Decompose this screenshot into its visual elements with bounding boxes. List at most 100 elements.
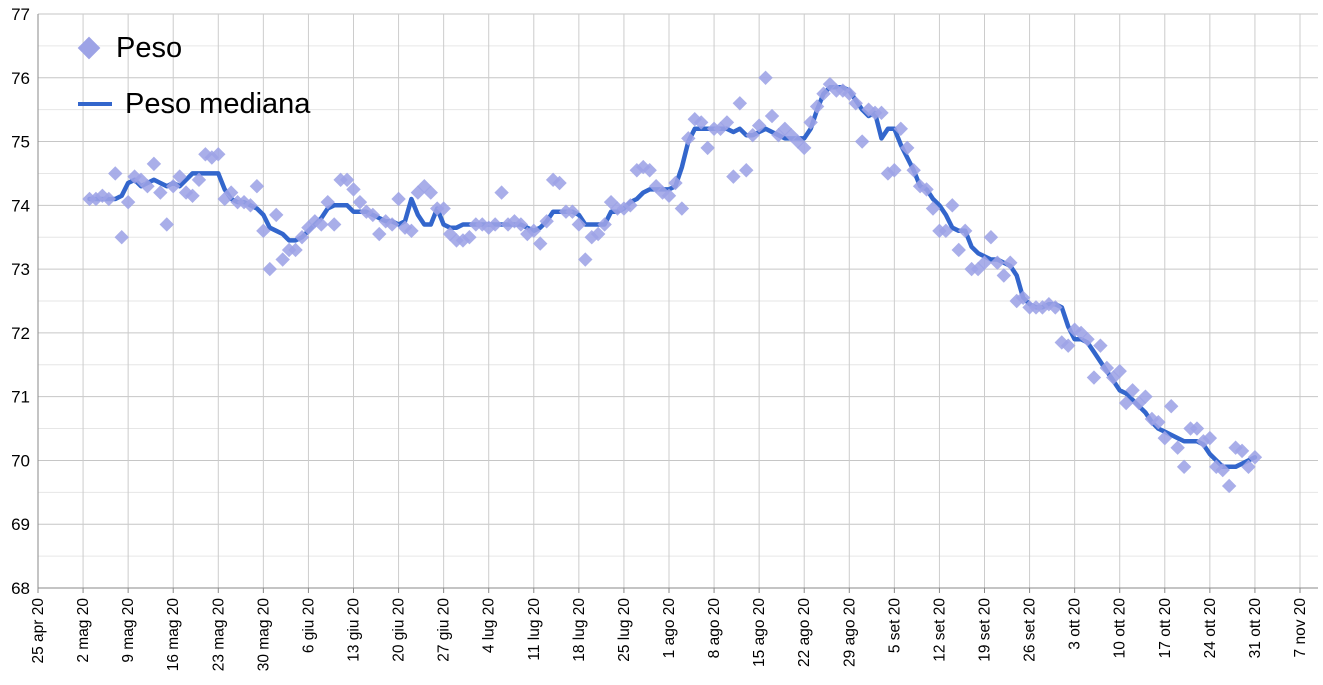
y-axis-tick-labels: 68 69 70 71 72 73 74 75 76 77 [11, 5, 30, 598]
scatter-point [636, 159, 651, 175]
scatter-point [642, 163, 657, 178]
scatter-point [120, 194, 136, 210]
scatter-point [95, 188, 110, 203]
scatter-point [526, 223, 541, 239]
scatter-point [732, 96, 748, 111]
scatter-point [1151, 414, 1166, 430]
scatter-point [854, 134, 870, 149]
scatter-point [1015, 290, 1031, 306]
x-tick-label: 3 ott 20 [1067, 598, 1084, 650]
y-tick-label: 77 [11, 5, 30, 24]
scatter-point [1176, 459, 1192, 475]
y-tick-label: 69 [11, 515, 30, 534]
scatter-point [1221, 478, 1237, 494]
scatter-point [339, 172, 355, 188]
scatter-point [803, 115, 818, 130]
scatter-point [391, 191, 406, 207]
scatter-point [223, 185, 239, 200]
scatter-point [900, 140, 915, 156]
scatter-point [1048, 300, 1063, 315]
chart-legend: Peso Peso mediana [77, 26, 310, 138]
x-tick-label: 19 set 20 [977, 598, 994, 662]
y-tick-label: 74 [11, 196, 30, 215]
scatter-point [487, 217, 503, 232]
scatter-point [874, 105, 889, 121]
scatter-point [957, 223, 973, 239]
x-tick-label: 9 mag 20 [120, 598, 137, 663]
x-tick-label: 2 mag 20 [75, 598, 92, 663]
x-tick-label: 13 giu 20 [346, 598, 363, 662]
peso-scatter-series[interactable] [82, 70, 1263, 494]
scatter-point [1241, 459, 1256, 475]
scatter-point [507, 214, 522, 229]
scatter-point [739, 163, 754, 178]
scatter-point [172, 169, 187, 184]
scatter-point [700, 140, 715, 156]
y-tick-label: 73 [11, 260, 30, 279]
scatter-point [494, 185, 509, 200]
scatter-point [996, 268, 1012, 283]
scatter-point [784, 127, 799, 143]
scatter-point [1202, 430, 1218, 446]
scatter-point [1093, 338, 1108, 353]
scatter-point [938, 223, 954, 239]
scatter-point [687, 112, 702, 127]
scatter-point [578, 252, 593, 267]
scatter-point [1067, 322, 1082, 337]
scatter-point [713, 121, 728, 136]
y-tick-label: 72 [11, 324, 30, 343]
scatter-point [970, 261, 986, 277]
scatter-point [809, 99, 825, 114]
x-tick-label: 5 set 20 [886, 598, 903, 654]
scatter-point [681, 131, 696, 146]
scatter-point [1170, 440, 1185, 455]
scatter-point [693, 115, 709, 130]
scatter-point [797, 140, 812, 156]
peso-mediana-line-series[interactable] [87, 85, 1258, 470]
x-tick-label: 30 mag 20 [255, 598, 272, 672]
x-tick-label: 24 ott 20 [1202, 598, 1219, 659]
y-tick-label: 70 [11, 451, 30, 470]
scatter-point [513, 217, 529, 232]
scatter-point [726, 169, 741, 184]
x-tick-label: 16 mag 20 [165, 598, 182, 672]
median-line [87, 85, 1258, 470]
scatter-point [1009, 293, 1024, 309]
scatter-point [565, 204, 580, 219]
scatter-point [764, 108, 780, 124]
scatter-point [977, 255, 992, 270]
scatter-point [1157, 430, 1172, 446]
scatter-point [352, 194, 368, 210]
scatter-point [951, 242, 966, 258]
scatter-point [584, 230, 599, 245]
scatter-point [1112, 363, 1127, 379]
scatter-point [1061, 338, 1076, 353]
scatter-point [571, 217, 587, 232]
scatter-point [436, 201, 451, 216]
scatter-point [166, 179, 181, 194]
x-tick-label: 25 apr 20 [30, 598, 47, 664]
scatter-point [1164, 399, 1179, 414]
scatter-point [1086, 370, 1102, 385]
legend-item-peso[interactable]: Peso [77, 26, 310, 70]
scatter-point [771, 127, 786, 143]
x-tick-label: 7 nov 20 [1292, 598, 1309, 658]
scatter-point [1099, 360, 1115, 376]
x-tick-label: 20 giu 20 [391, 598, 408, 662]
scatter-point [822, 76, 838, 92]
x-tick-label: 8 ago 20 [706, 598, 723, 659]
scatter-point [211, 147, 226, 162]
scatter-point [372, 226, 387, 242]
vertical-gridlines [37, 14, 1301, 593]
scatter-point [1118, 395, 1134, 411]
scatter-point [256, 223, 271, 239]
scatter-point [1209, 459, 1224, 475]
scatter-point [533, 236, 548, 251]
y-tick-label: 76 [11, 69, 30, 88]
scatter-point [288, 242, 303, 258]
scatter-point [655, 185, 670, 200]
scatter-point [185, 188, 200, 203]
scatter-point [326, 217, 342, 232]
scatter-point [500, 217, 516, 232]
legend-item-peso-mediana[interactable]: Peso mediana [78, 82, 310, 126]
